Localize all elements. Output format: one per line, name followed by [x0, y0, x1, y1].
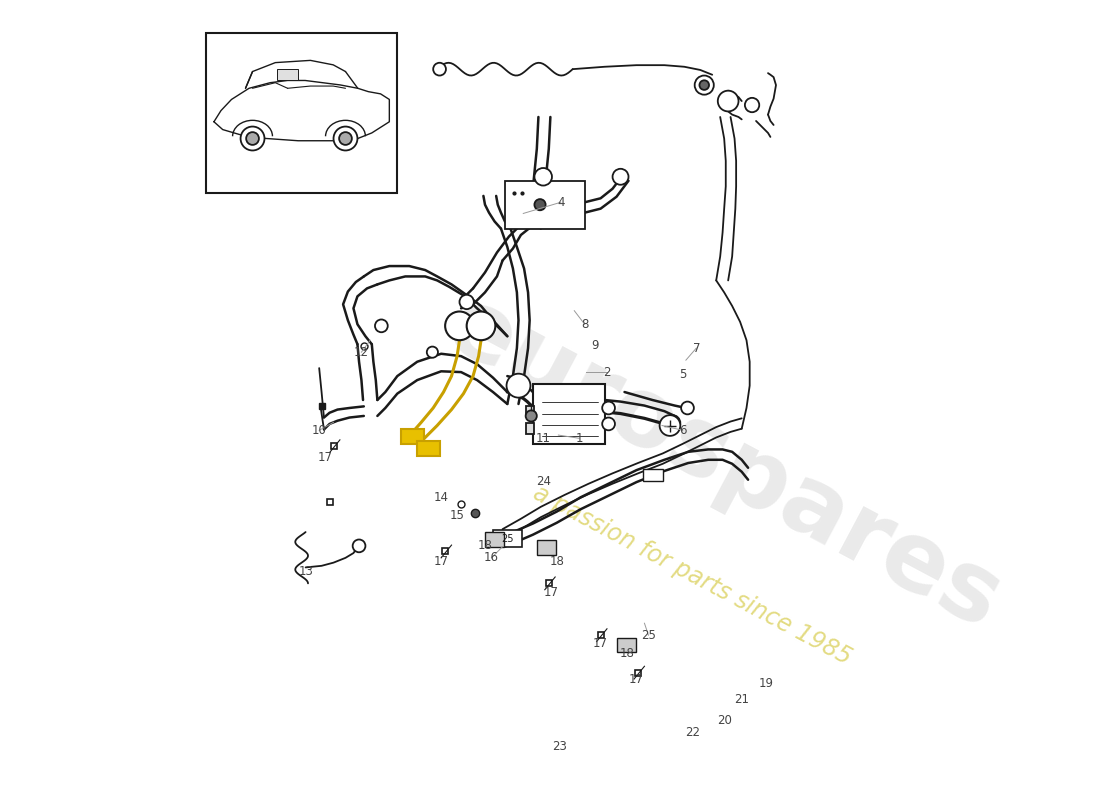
Circle shape — [339, 132, 352, 145]
Circle shape — [375, 319, 387, 332]
Bar — [532, 384, 605, 444]
Text: 17: 17 — [318, 451, 333, 464]
Text: 1: 1 — [575, 432, 583, 445]
Circle shape — [660, 415, 680, 436]
Text: 13: 13 — [298, 565, 314, 578]
Text: 17: 17 — [543, 586, 559, 599]
Circle shape — [246, 132, 258, 145]
Bar — [616, 638, 636, 652]
Text: 18: 18 — [477, 538, 493, 551]
Text: 17: 17 — [629, 673, 644, 686]
Bar — [485, 532, 504, 546]
Circle shape — [433, 62, 446, 75]
Text: 18: 18 — [619, 647, 635, 660]
Circle shape — [446, 311, 474, 340]
Text: 17: 17 — [433, 554, 449, 567]
Circle shape — [506, 374, 530, 398]
Circle shape — [333, 126, 358, 150]
Bar — [527, 423, 535, 434]
Circle shape — [718, 90, 738, 111]
Circle shape — [745, 98, 759, 112]
Text: 22: 22 — [685, 726, 700, 739]
Text: 23: 23 — [552, 740, 567, 754]
Text: 19: 19 — [759, 677, 774, 690]
Bar — [277, 70, 298, 81]
Circle shape — [700, 80, 710, 90]
Bar — [505, 181, 585, 229]
Circle shape — [526, 410, 537, 422]
Bar — [206, 34, 397, 193]
Circle shape — [353, 539, 365, 552]
Circle shape — [535, 199, 546, 210]
Bar — [642, 469, 663, 482]
Text: 4: 4 — [557, 196, 564, 209]
Text: 25: 25 — [502, 534, 514, 544]
Text: a passion for parts since 1985: a passion for parts since 1985 — [529, 481, 856, 670]
Circle shape — [535, 168, 552, 186]
Text: 12: 12 — [354, 346, 368, 358]
Bar — [537, 540, 556, 554]
Text: 10: 10 — [311, 424, 327, 437]
Circle shape — [695, 75, 714, 94]
Circle shape — [466, 311, 495, 340]
Text: eurospares: eurospares — [431, 278, 1018, 649]
Text: 5: 5 — [679, 368, 686, 381]
Text: 17: 17 — [593, 637, 608, 650]
Text: 6: 6 — [679, 424, 686, 437]
Text: 2: 2 — [603, 366, 611, 378]
Circle shape — [602, 402, 615, 414]
Text: 8: 8 — [581, 318, 589, 330]
Text: 18: 18 — [549, 554, 564, 567]
Circle shape — [241, 126, 264, 150]
Circle shape — [613, 169, 628, 185]
Circle shape — [602, 418, 615, 430]
Text: 14: 14 — [433, 490, 449, 504]
Bar — [402, 430, 424, 444]
Circle shape — [427, 346, 438, 358]
Text: 24: 24 — [536, 475, 551, 488]
Bar — [527, 406, 535, 416]
Text: 9: 9 — [592, 339, 598, 352]
Text: 15: 15 — [450, 509, 464, 522]
Circle shape — [664, 415, 680, 431]
Text: 20: 20 — [717, 714, 732, 727]
Text: 21: 21 — [734, 694, 749, 706]
Circle shape — [460, 294, 474, 309]
Text: 16: 16 — [484, 551, 499, 564]
Bar — [417, 442, 440, 456]
Text: 11: 11 — [536, 432, 551, 445]
Text: 7: 7 — [693, 342, 700, 354]
Circle shape — [681, 402, 694, 414]
Text: 25: 25 — [641, 629, 656, 642]
Bar — [493, 530, 521, 547]
